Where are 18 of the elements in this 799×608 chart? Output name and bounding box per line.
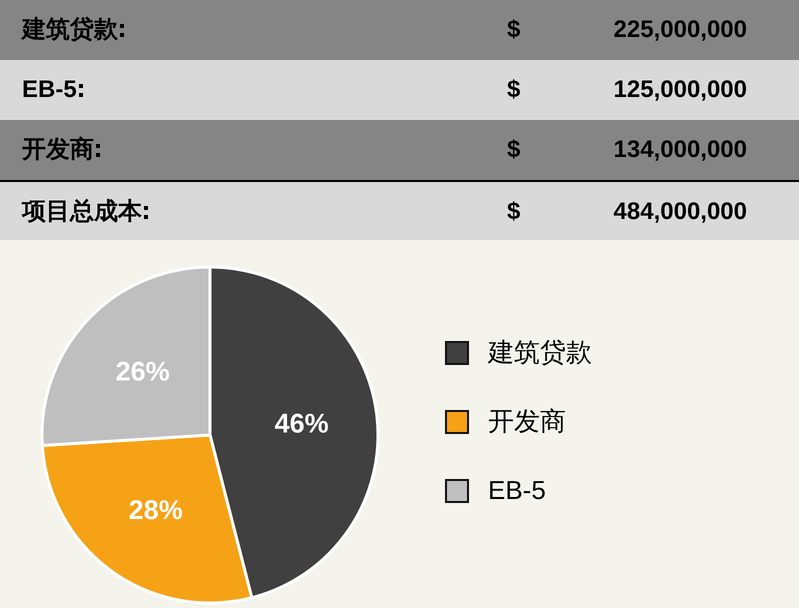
data-label: 26% bbox=[116, 356, 170, 387]
data-label: 46% bbox=[274, 408, 329, 438]
data-label: 125,000,000 bbox=[614, 75, 747, 105]
data-label: 28% bbox=[128, 494, 183, 525]
text: $ bbox=[507, 135, 520, 165]
data-label: 134,000,000 bbox=[614, 135, 747, 165]
category-label: 项目总成本 bbox=[22, 197, 142, 227]
category-label: 开发商 bbox=[22, 135, 94, 165]
legend-label: EB-5 bbox=[488, 475, 546, 506]
category-label: EB-5 bbox=[22, 75, 77, 105]
legend-label: 开发商 bbox=[488, 405, 566, 438]
text: $ bbox=[507, 15, 520, 45]
data-label: 484,000,000 bbox=[614, 197, 747, 227]
text: $ bbox=[507, 197, 520, 227]
category-label: 建筑贷款 bbox=[22, 15, 118, 45]
text: $ bbox=[507, 75, 520, 105]
legend-label: 建筑贷款 bbox=[488, 336, 592, 369]
data-label: 225,000,000 bbox=[614, 15, 747, 45]
